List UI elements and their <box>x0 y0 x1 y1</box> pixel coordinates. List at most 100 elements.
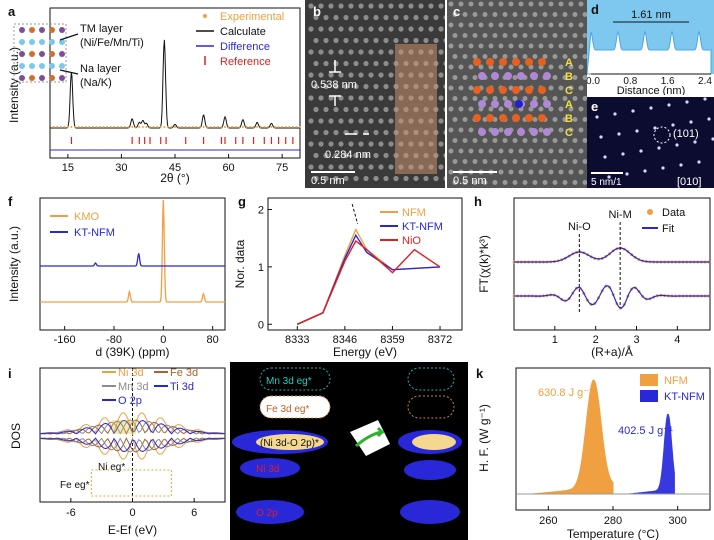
ni-o-inner <box>256 434 324 450</box>
exp-point <box>288 126 291 128</box>
legend-g-0: NFM <box>402 207 426 219</box>
lattice-spot <box>333 106 339 113</box>
lattice-spot <box>498 148 504 154</box>
atom-c <box>473 86 481 94</box>
lattice-spot <box>518 43 524 49</box>
exp-point <box>181 126 184 128</box>
exp-point <box>120 126 123 128</box>
lattice-spot <box>418 26 424 32</box>
lattice-spot <box>323 37 329 44</box>
xtick-label-a: 75 <box>276 162 288 174</box>
lattice-spot <box>508 169 514 175</box>
panel-g-svg: g Nor. data Energy (eV) 8333 8346 8359 8372 0 1 2… <box>233 194 463 359</box>
lattice-spot <box>478 1 484 7</box>
lattice-spot <box>388 141 394 147</box>
lattice-spot <box>388 49 394 55</box>
lattice-spot <box>398 26 404 32</box>
panel-label-f: f <box>8 194 13 209</box>
atom-c <box>504 100 512 108</box>
atom <box>39 51 45 57</box>
lattice-spot <box>358 118 364 124</box>
atom <box>59 51 65 57</box>
ni-level-r <box>404 460 456 480</box>
lattice-spot <box>343 83 349 90</box>
exp-point <box>188 126 191 128</box>
lattice-spot <box>492 33 498 38</box>
lattice-spot <box>458 85 464 91</box>
diff-spot <box>603 155 607 159</box>
lattice-spot <box>368 49 374 55</box>
lattice-spot <box>518 148 524 154</box>
axes-h <box>513 197 711 331</box>
lattice-spot <box>468 43 474 49</box>
lattice-spot <box>378 72 384 78</box>
lattice-spot <box>458 64 464 70</box>
tm-arrow <box>59 33 79 41</box>
lattice-spot <box>552 12 558 17</box>
area-kt-nfm <box>629 413 675 495</box>
xlabel-a: 2θ (°) <box>160 171 189 185</box>
panel-e: e (101) 5 nm/1 [010] <box>587 97 714 188</box>
lattice-spot <box>413 175 419 182</box>
exp-point <box>299 126 301 128</box>
zone-e: [010] <box>677 176 701 188</box>
panel-b-svg: b 0.538 nm 0.284 nm 0.5 nm <box>308 3 445 187</box>
panel-k: k H. F. (W g⁻¹) Temperature (°C) 260 280 300 6… <box>470 362 714 540</box>
panel-e-svg: e (101) 5 nm/1 [010] <box>591 97 714 188</box>
diff-spot <box>595 115 599 119</box>
exp-point <box>234 126 237 128</box>
panel-g: g Nor. data Energy (eV) 8333 8346 8359 8372 0 1 2… <box>230 190 470 360</box>
lattice-spot <box>428 26 434 32</box>
lattice-spot <box>403 175 409 182</box>
atom-c <box>538 58 546 66</box>
diff-spot <box>653 126 657 130</box>
atom <box>19 39 25 45</box>
fit-line-h1 <box>514 247 710 263</box>
green-arrow <box>355 426 386 448</box>
lattice-spot <box>383 83 389 90</box>
lattice-spot <box>532 159 538 164</box>
lattice-spot <box>492 159 498 164</box>
lattice-spot <box>482 96 488 101</box>
exp-point <box>163 126 166 128</box>
distance-b2: 0.284 nm <box>325 149 371 161</box>
xtick-label-g: 8346 <box>333 334 357 346</box>
lattice-spot <box>582 138 587 143</box>
lattice-spot <box>452 138 458 143</box>
lattice-spot <box>548 169 554 175</box>
lattice-spot <box>542 12 548 17</box>
lattice-spot <box>548 64 554 70</box>
diff-spot <box>671 123 675 127</box>
lattice-spot <box>338 26 344 32</box>
lattice-spot <box>568 169 574 175</box>
legend-i-2: Mn 3d <box>118 381 149 393</box>
lattice-spot <box>508 43 514 49</box>
series-NiO <box>297 239 441 325</box>
ni-eg-label: Ni eg* <box>98 462 125 473</box>
lattice-spot <box>538 43 544 49</box>
lattice-spot <box>413 37 419 44</box>
lattice-spot <box>448 85 454 91</box>
diff-spot <box>621 152 625 156</box>
lattice-spot <box>443 84 445 89</box>
atom <box>19 63 25 69</box>
lattice-spot <box>443 38 445 43</box>
stacking-1: B <box>565 71 573 83</box>
lattice-spot <box>558 148 564 154</box>
lattice-spot <box>443 153 445 158</box>
atom-c <box>478 72 486 80</box>
lattice-spot <box>508 148 514 154</box>
lattice-spot <box>472 159 478 164</box>
lattice-spot <box>582 54 587 59</box>
legend-i-1: Fe 3d <box>170 367 198 379</box>
panel-j-svg: Mn 3d eg* Fe 3d eg* (Ni 3d-O 2p)* Ni 3d O 2p <box>232 367 462 524</box>
lattice-spot <box>562 117 568 122</box>
lattice-spot <box>323 152 329 159</box>
ytick-label-g: 2 <box>258 204 264 216</box>
lattice-spot <box>462 180 468 185</box>
exp-point <box>213 126 216 128</box>
exp-point <box>116 126 119 128</box>
legend-a-3: Reference <box>220 56 271 68</box>
lattice-spot <box>502 12 508 17</box>
lattice-spot <box>492 12 498 17</box>
